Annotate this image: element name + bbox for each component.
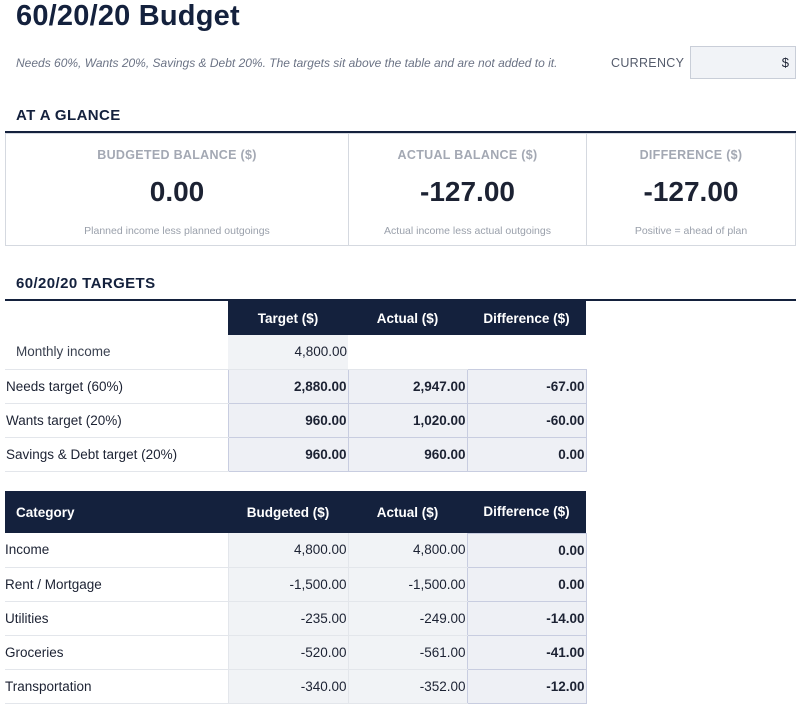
difference-cell: -12.00 — [466, 668, 587, 704]
actual-cell[interactable]: -561.00 — [347, 635, 467, 670]
budgeted-cell[interactable]: -520.00 — [227, 635, 348, 670]
section-divider — [5, 299, 796, 301]
difference-cell: -67.00 — [466, 368, 587, 404]
row-label: Monthly income — [5, 335, 228, 370]
card-label: BUDGETED BALANCE ($) — [97, 148, 257, 162]
budgeted-balance-card: BUDGETED BALANCE ($) 0.00 Planned income… — [6, 134, 349, 245]
column-header: Budgeted ($) — [228, 491, 348, 533]
table-header-row: Category Budgeted ($) Actual ($) Differe… — [5, 491, 586, 533]
target-cell: 2,880.00 — [227, 368, 349, 404]
budgeted-cell[interactable]: -340.00 — [227, 669, 348, 704]
monthly-income-input[interactable]: 4,800.00 — [228, 335, 348, 370]
page-title: 60/20/20 Budget — [16, 0, 240, 32]
at-a-glance-heading: AT A GLANCE — [16, 107, 121, 124]
difference-cell: 0.00 — [466, 436, 587, 472]
currency-input[interactable] — [690, 46, 796, 79]
row-label: Needs target (60%) — [5, 369, 228, 404]
difference-cell: -41.00 — [466, 634, 587, 670]
row-label: Savings & Debt target (20%) — [5, 437, 228, 472]
column-header: Category — [5, 491, 228, 533]
table-row: Utilities -235.00 -249.00 -14.00 — [5, 600, 587, 636]
table-row: Needs target (60%) 2,880.00 2,947.00 -67… — [5, 368, 587, 404]
budgeted-cell[interactable]: -1,500.00 — [227, 567, 348, 602]
card-note: Planned income less planned outgoings — [84, 225, 270, 237]
targets-table: Target ($) Actual ($) Difference ($) Mon… — [5, 301, 587, 472]
card-value: 0.00 — [149, 176, 205, 207]
actual-cell: 2,947.00 — [347, 368, 468, 404]
targets-heading: 60/20/20 TARGETS — [16, 275, 156, 292]
target-cell: 960.00 — [227, 402, 349, 438]
budgeted-cell[interactable]: -235.00 — [227, 601, 348, 636]
actual-cell[interactable]: -1,500.00 — [347, 567, 467, 602]
actual-cell: 960.00 — [347, 436, 468, 472]
category-cell[interactable]: Income — [5, 533, 228, 568]
card-value: -127.00 — [643, 176, 739, 207]
section-divider — [5, 131, 796, 133]
at-a-glance-panel: BUDGETED BALANCE ($) 0.00 Planned income… — [5, 133, 796, 246]
table-row: Transportation -340.00 -352.00 -12.00 — [5, 668, 587, 704]
table-row: Rent / Mortgage -1,500.00 -1,500.00 0.00 — [5, 566, 587, 602]
actual-cell[interactable]: -352.00 — [347, 669, 467, 704]
category-cell[interactable]: Utilities — [5, 601, 228, 636]
currency-label: CURRENCY — [611, 56, 685, 70]
difference-cell: -60.00 — [466, 402, 587, 438]
category-cell[interactable]: Rent / Mortgage — [5, 567, 228, 602]
card-note: Actual income less actual outgoings — [384, 225, 551, 237]
table-row: Income 4,800.00 4,800.00 0.00 — [5, 532, 587, 568]
difference-cell: 0.00 — [466, 566, 587, 602]
column-header: Actual ($) — [348, 491, 467, 533]
actual-cell[interactable]: 4,800.00 — [347, 533, 467, 568]
column-header: Target ($) — [228, 301, 348, 335]
table-row: Savings & Debt target (20%) 960.00 960.0… — [5, 436, 587, 472]
row-label: Wants target (20%) — [5, 403, 228, 438]
budgeted-cell[interactable]: 4,800.00 — [227, 533, 348, 568]
category-cell[interactable]: Transportation — [5, 669, 228, 704]
table-header-row: Target ($) Actual ($) Difference ($) — [5, 301, 586, 335]
actual-cell: 1,020.00 — [347, 402, 468, 438]
category-cell[interactable]: Groceries — [5, 635, 228, 670]
column-header: Difference ($) — [467, 301, 586, 335]
empty-cell — [348, 335, 467, 370]
difference-cell: 0.00 — [466, 532, 587, 568]
difference-card: DIFFERENCE ($) -127.00 Positive = ahead … — [587, 134, 795, 245]
target-cell: 960.00 — [227, 436, 349, 472]
column-header: Difference ($) — [467, 491, 586, 533]
card-value: -127.00 — [420, 176, 515, 207]
actual-cell[interactable]: -249.00 — [347, 601, 467, 636]
card-note: Positive = ahead of plan — [634, 225, 748, 237]
page-subtitle: Needs 60%, Wants 20%, Savings & Debt 20%… — [16, 56, 558, 70]
table-row: Groceries -520.00 -561.00 -41.00 — [5, 634, 587, 670]
actual-balance-card: ACTUAL BALANCE ($) -127.00 Actual income… — [349, 134, 587, 245]
monthly-income-row: Monthly income 4,800.00 — [5, 335, 586, 370]
blank-header-cell — [5, 301, 228, 335]
difference-cell: -14.00 — [466, 600, 587, 636]
empty-cell — [467, 335, 586, 369]
category-table: Category Budgeted ($) Actual ($) Differe… — [5, 491, 587, 704]
card-label: ACTUAL BALANCE ($) — [397, 148, 538, 162]
table-row: Wants target (20%) 960.00 1,020.00 -60.0… — [5, 402, 587, 438]
card-label: DIFFERENCE ($) — [639, 148, 743, 162]
column-header: Actual ($) — [348, 301, 467, 335]
